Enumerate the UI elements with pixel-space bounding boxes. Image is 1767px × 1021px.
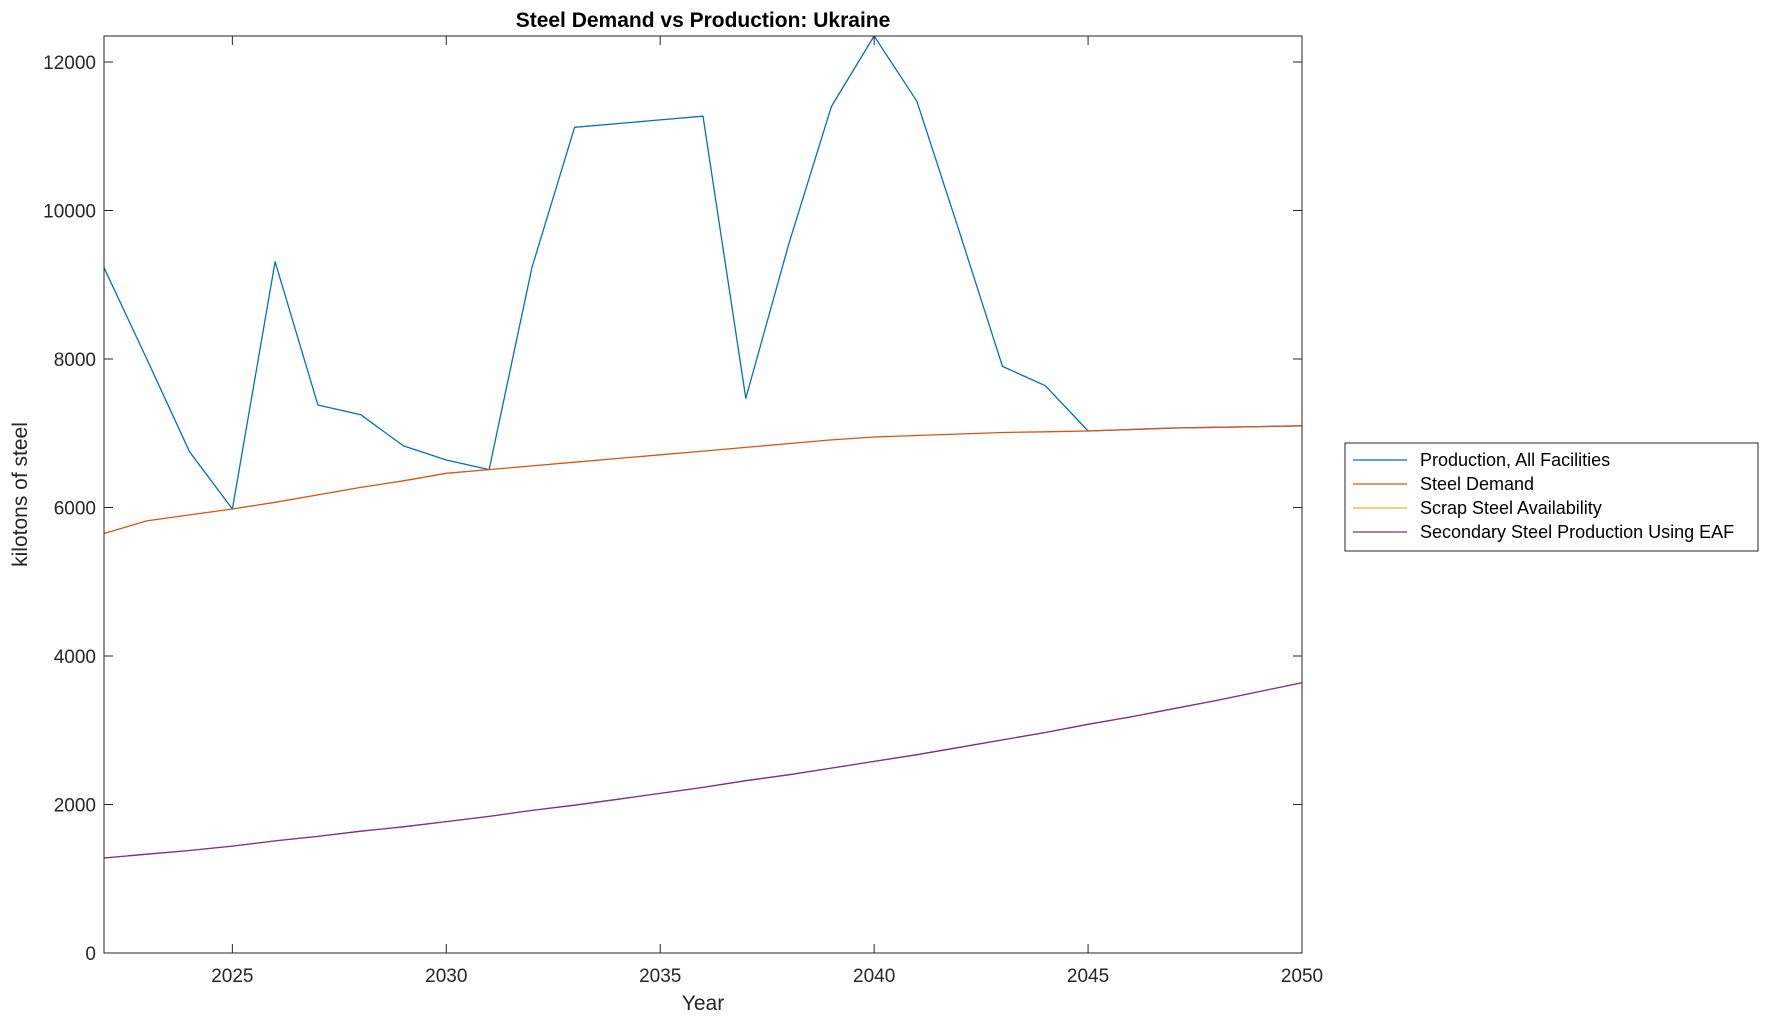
legend-label: Production, All Facilities (1420, 450, 1610, 470)
series-line-3 (103, 682, 1303, 859)
axis-ticks: 2025 2030 2035 2040 2045 2050 0 2000 4000 6000 800… (43, 36, 1323, 987)
series-line-2 (103, 425, 1303, 535)
y-tick-label: 8000 (54, 350, 96, 371)
x-tick-label: 2040 (853, 966, 895, 987)
legend-label: Steel Demand (1420, 474, 1534, 494)
y-tick-label: 0 (85, 944, 96, 965)
plot-area-frame (103, 35, 1303, 954)
legend-box (1344, 442, 1759, 552)
series-line-4 (103, 682, 1303, 859)
y-tick-label: 2000 (54, 795, 96, 816)
x-tick-label: 2035 (639, 966, 681, 987)
legend-label: Scrap Steel Availability (1420, 498, 1602, 518)
series-layer (103, 35, 1303, 859)
x-tick-label: 2050 (1281, 966, 1323, 987)
chart-title: Steel Demand vs Production: Ukraine (516, 9, 891, 32)
x-tick-label: 2045 (1067, 966, 1109, 987)
legend: Production, All Facilities Steel Demand Sc… (1344, 442, 1759, 552)
y-tick-label: 10000 (43, 201, 96, 222)
series-line-1 (103, 35, 1303, 510)
x-tick-label: 2030 (425, 966, 467, 987)
y-tick-label: 6000 (54, 498, 96, 519)
y-tick-label: 4000 (54, 647, 96, 668)
legend-label: Secondary Steel Production Using EAF (1420, 522, 1734, 542)
x-axis-title: Year (682, 992, 724, 1015)
y-tick-label: 12000 (43, 53, 96, 74)
x-tick-label: 2025 (211, 966, 253, 987)
y-axis-title: kilotons of steel (9, 422, 32, 567)
